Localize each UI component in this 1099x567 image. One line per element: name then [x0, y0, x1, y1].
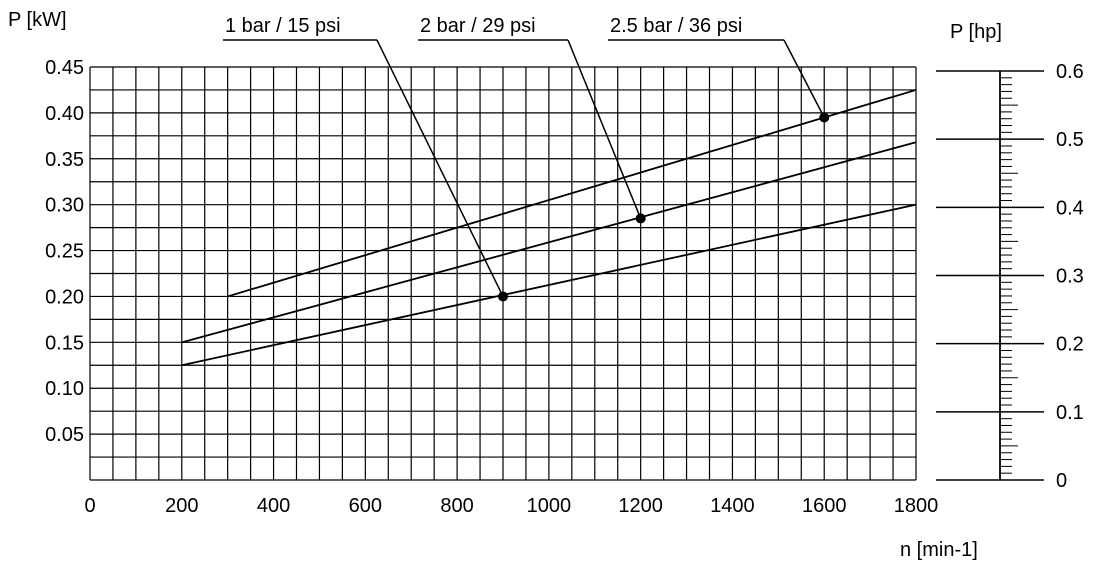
series-markers: [498, 112, 830, 302]
x-tick-label: 0: [84, 495, 95, 517]
x-tick-label: 1000: [527, 495, 572, 517]
y-tick-label: 0.30: [45, 195, 84, 217]
series-leader-line: [567, 39, 642, 219]
y2-axis-title: P [hp]: [950, 21, 1002, 43]
y-tick-label: 0.35: [45, 149, 84, 171]
series-line: [181, 141, 917, 344]
x-tick-label: 600: [349, 495, 382, 517]
y2-tick-label: 0.4: [1056, 197, 1084, 219]
y-tick-label: 0.40: [45, 103, 84, 125]
y-tick-label: 0.20: [45, 286, 84, 308]
y2-tick-label: 0.3: [1056, 266, 1084, 288]
y-tick-label: 0.05: [45, 424, 84, 446]
series-marker: [635, 213, 646, 224]
series-leader-line: [783, 39, 825, 118]
y2-tick-label: 0: [1056, 470, 1067, 492]
series-labels: 1 bar / 15 psi 2 bar / 29 psi 2.5 bar / 36…: [225, 15, 742, 37]
x-tick-label: 1400: [710, 495, 755, 517]
x-tick-label: 400: [257, 495, 290, 517]
series-line: [181, 203, 917, 367]
hp-scale: 0 0.1 0.2 0.3 0.4 0.5 0.6: [936, 61, 1084, 492]
series-line: [227, 89, 917, 298]
series-label: 2.5 bar / 36 psi: [610, 15, 742, 37]
y-tick-label: 0.10: [45, 378, 84, 400]
y-tick-label: 0.15: [45, 332, 84, 354]
x-axis-title: n [min-1]: [900, 539, 978, 561]
y2-tick-label: 0.5: [1056, 129, 1084, 151]
y-tick-label: 0.25: [45, 241, 84, 263]
x-tick-label: 1200: [618, 495, 663, 517]
series-label: 2 bar / 29 psi: [420, 15, 536, 37]
axes: 0 200 400 600 800 1000 1200 1400 1600 1800 0.05 0.1…: [45, 57, 938, 517]
series-leaders: [223, 39, 825, 297]
series-lines: [181, 89, 917, 367]
y-axis-title: P [kW]: [8, 9, 67, 31]
y2-tick-label: 0.2: [1056, 334, 1084, 356]
y-tick-label: 0.45: [45, 57, 84, 79]
series-marker: [498, 291, 508, 302]
series-marker: [819, 112, 830, 123]
y2-tick-label: 0.6: [1056, 61, 1084, 83]
series-label: 1 bar / 15 psi: [225, 15, 341, 37]
grid: [89, 66, 917, 481]
x-tick-label: 800: [440, 495, 473, 517]
x-tick-label: 1800: [894, 495, 939, 517]
x-tick-label: 200: [165, 495, 198, 517]
x-tick-label: 1600: [802, 495, 847, 517]
series-leader-line: [376, 39, 504, 297]
y2-tick-label: 0.1: [1056, 402, 1084, 424]
